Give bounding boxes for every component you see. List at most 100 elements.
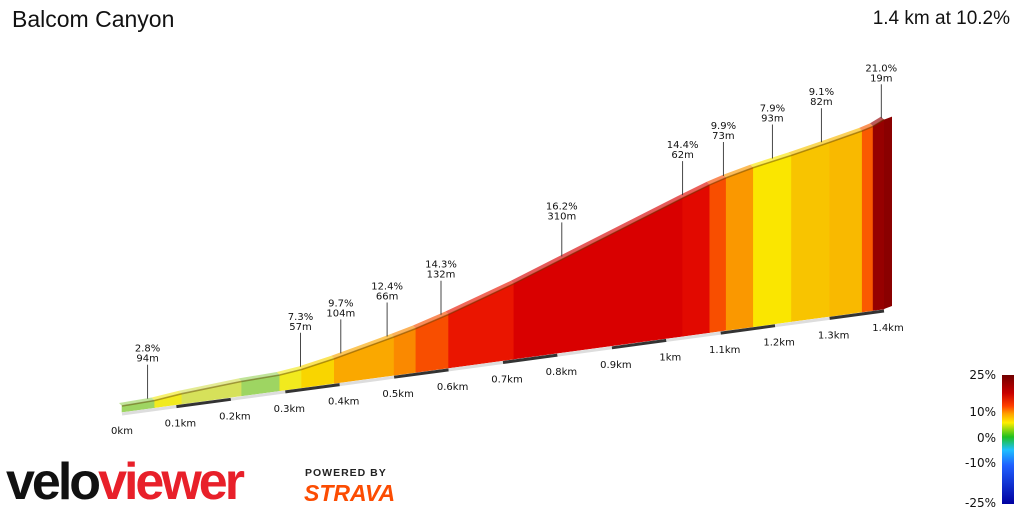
scale-label: -25% <box>964 496 996 510</box>
logo-velo-text: velo <box>6 453 101 511</box>
top-ribbon-13 <box>723 164 754 178</box>
top-ribbon-6 <box>331 333 395 359</box>
powered-by-label: POWERED BY <box>305 467 387 479</box>
distance-band-9 <box>611 338 667 350</box>
annotation-length-label: 73m <box>712 131 734 142</box>
top-ribbon-15 <box>788 139 830 156</box>
annotation-gradient-label: 9.7% <box>328 298 353 309</box>
top-ribbon-0 <box>119 397 155 406</box>
top-ribbon-16 <box>826 127 863 143</box>
profile-top-edge <box>119 116 892 407</box>
annotation-gradient-label: 14.3% <box>425 260 457 271</box>
annotation-gradient-label: 14.4% <box>667 140 699 151</box>
top-ribbon-8 <box>412 311 449 329</box>
gradient-color-scale-bar <box>1002 375 1014 504</box>
annotation-length-label: 57m <box>289 322 311 333</box>
annotation-length-label: 82m <box>810 97 832 108</box>
scale-label: 25% <box>969 368 996 382</box>
distance-band-1 <box>176 397 232 409</box>
page-title: Balcom Canyon <box>12 6 175 32</box>
annotation-length-label: 66m <box>376 292 398 303</box>
top-ribbon-2 <box>178 378 242 394</box>
profile-end-wall <box>884 116 892 309</box>
distance-band-10 <box>666 331 721 342</box>
scale-label: -10% <box>964 456 996 470</box>
distance-tick-labels: 0km 0.1km 0.2km 0.3km 0.4km 0.5km 0.6km 0.7km 0.… <box>111 323 904 437</box>
x-tick-label: 0.9km <box>600 360 631 371</box>
x-tick-label: 1.4km <box>872 323 903 334</box>
annotation-length-label: 132m <box>427 270 456 281</box>
distance-band-6 <box>448 361 504 372</box>
distance-band-13 <box>829 309 885 320</box>
gradient-segment-17 <box>861 125 874 313</box>
distance-band-5 <box>393 368 449 379</box>
top-ribbon-3 <box>238 372 280 382</box>
gradient-segment-12 <box>709 177 727 333</box>
top-ribbon-14 <box>750 152 792 168</box>
distance-band-11 <box>720 324 776 335</box>
annotation-length-label: 93m <box>761 114 783 125</box>
annotation-gradient-label: 9.9% <box>711 121 736 132</box>
x-tick-label: 1.2km <box>763 338 794 349</box>
top-ribbon-17 <box>859 123 874 131</box>
x-tick-label: 0.5km <box>382 389 413 400</box>
distance-band-12 <box>774 316 830 328</box>
distance-band-0 <box>121 405 177 416</box>
distance-band-7 <box>502 353 558 364</box>
x-tick-label: 0km <box>111 426 133 437</box>
top-ribbon-12 <box>706 174 727 185</box>
x-tick-label: 0.8km <box>546 367 577 378</box>
x-tick-label: 1km <box>659 352 681 363</box>
annotation-gradient-label: 2.8% <box>135 344 160 355</box>
annotation-gradient-label: 9.1% <box>809 87 834 98</box>
annotation-gradient-label: 7.3% <box>288 312 313 323</box>
veloviewer-logo: veloviewer <box>6 452 245 512</box>
annotation-gradient-label: 21.0% <box>865 63 897 74</box>
top-ribbon-5 <box>298 355 335 370</box>
scale-label: 10% <box>969 405 996 419</box>
gradient-segment-14 <box>753 154 792 328</box>
annotation-gradient-label: 12.4% <box>371 282 403 293</box>
top-ribbon-18 <box>870 116 884 127</box>
annotation-length-label: 19m <box>870 73 892 84</box>
logo-viewer-text: viewer <box>98 453 245 511</box>
top-ribbon-10 <box>510 195 683 284</box>
climb-summary: 1.4 km at 10.2% <box>872 8 1010 29</box>
gradient-segment-13 <box>725 167 754 331</box>
x-tick-label: 0.4km <box>328 397 359 408</box>
x-tick-label: 1.1km <box>709 345 740 356</box>
annotation-gradient-label: 7.9% <box>760 104 785 115</box>
annotation-length-label: 104m <box>326 308 355 319</box>
gradient-segments <box>121 119 885 413</box>
gradient-annotations: 2.8%94m 7.3%57m 9.7%104m 12.4%66m 14.3%132m 1… <box>135 63 897 399</box>
scale-label: 0% <box>976 431 996 445</box>
gradient-segment-11 <box>682 184 711 337</box>
annotation-gradient-label: 16.2% <box>546 201 578 212</box>
top-ribbon-9 <box>445 280 514 315</box>
x-tick-label: 0.7km <box>491 375 522 386</box>
annotation-length-label: 310m <box>547 211 576 222</box>
x-tick-label: 0.1km <box>165 419 196 430</box>
annotation-length-label: 94m <box>136 354 158 365</box>
top-ribbon-7 <box>391 325 416 337</box>
strava-logo: STRAVA <box>304 480 396 506</box>
gradient-segment-16 <box>829 130 863 317</box>
gradient-segment-18 <box>872 119 885 311</box>
top-ribbon-11 <box>679 181 710 199</box>
profile-top-line <box>121 118 885 407</box>
x-tick-label: 0.3km <box>274 404 305 415</box>
distance-band-2 <box>230 390 286 401</box>
x-tick-label: 1.3km <box>818 330 849 341</box>
distance-band-4 <box>339 375 395 387</box>
distance-band-3 <box>285 383 340 394</box>
top-ribbon-4 <box>276 366 302 375</box>
gradient-segment-15 <box>791 141 830 322</box>
x-tick-label: 0.2km <box>219 411 250 422</box>
distance-band-8 <box>557 346 613 357</box>
gradient-segment-10 <box>513 197 683 360</box>
annotation-length-label: 62m <box>671 150 693 161</box>
top-ribbon-1 <box>151 390 182 401</box>
x-tick-label: 0.6km <box>437 382 468 393</box>
distance-axis <box>121 309 885 416</box>
